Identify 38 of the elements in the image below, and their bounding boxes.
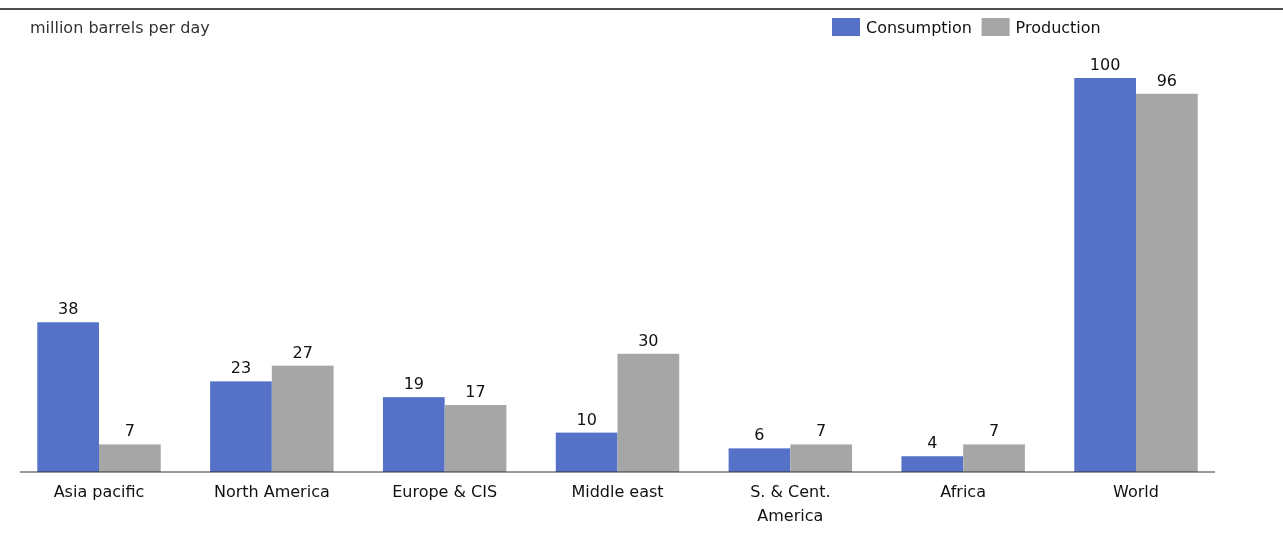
data-label: 6: [754, 425, 765, 445]
data-label: 38: [57, 299, 79, 319]
bar: [1135, 93, 1198, 472]
x-tick-label: S. & Cent. America: [750, 482, 831, 525]
bar: [210, 381, 272, 472]
legend-label: Consumption: [866, 18, 972, 37]
bar: [728, 448, 791, 472]
x-tick-label: World: [1113, 482, 1159, 501]
x-tick-label: Middle east: [571, 482, 664, 501]
data-label: 10: [576, 409, 597, 429]
bar: [617, 353, 680, 472]
data-label: 100: [1089, 55, 1121, 74]
bar: [790, 444, 853, 472]
bar: [555, 432, 618, 472]
data-label: 27: [292, 342, 313, 362]
bar: [271, 365, 334, 472]
data-label: 7: [124, 421, 135, 441]
x-tick-label: Asia pacific: [53, 482, 145, 501]
bar: [1074, 78, 1136, 472]
data-label: 7: [816, 421, 827, 441]
y-axis-title: million barrels per day: [30, 18, 210, 37]
data-label: 30: [638, 330, 659, 350]
bar: [37, 322, 100, 472]
legend-label: Production: [1015, 18, 1101, 37]
data-label: 96: [1156, 70, 1178, 90]
data-label: 7: [988, 421, 1000, 441]
bar: [963, 444, 1025, 472]
data-label: 23: [230, 358, 252, 378]
bar: [444, 405, 507, 472]
data-label: 4: [927, 433, 938, 453]
x-tick-label: Africa: [940, 482, 986, 501]
bar: [901, 456, 964, 472]
x-tick-label: North America: [213, 482, 330, 501]
bar: [382, 397, 445, 472]
x-tick-label: Europe & CIS: [392, 482, 498, 501]
data-label: 19: [403, 374, 424, 394]
data-label: 17: [465, 382, 486, 402]
bar: [99, 444, 161, 472]
